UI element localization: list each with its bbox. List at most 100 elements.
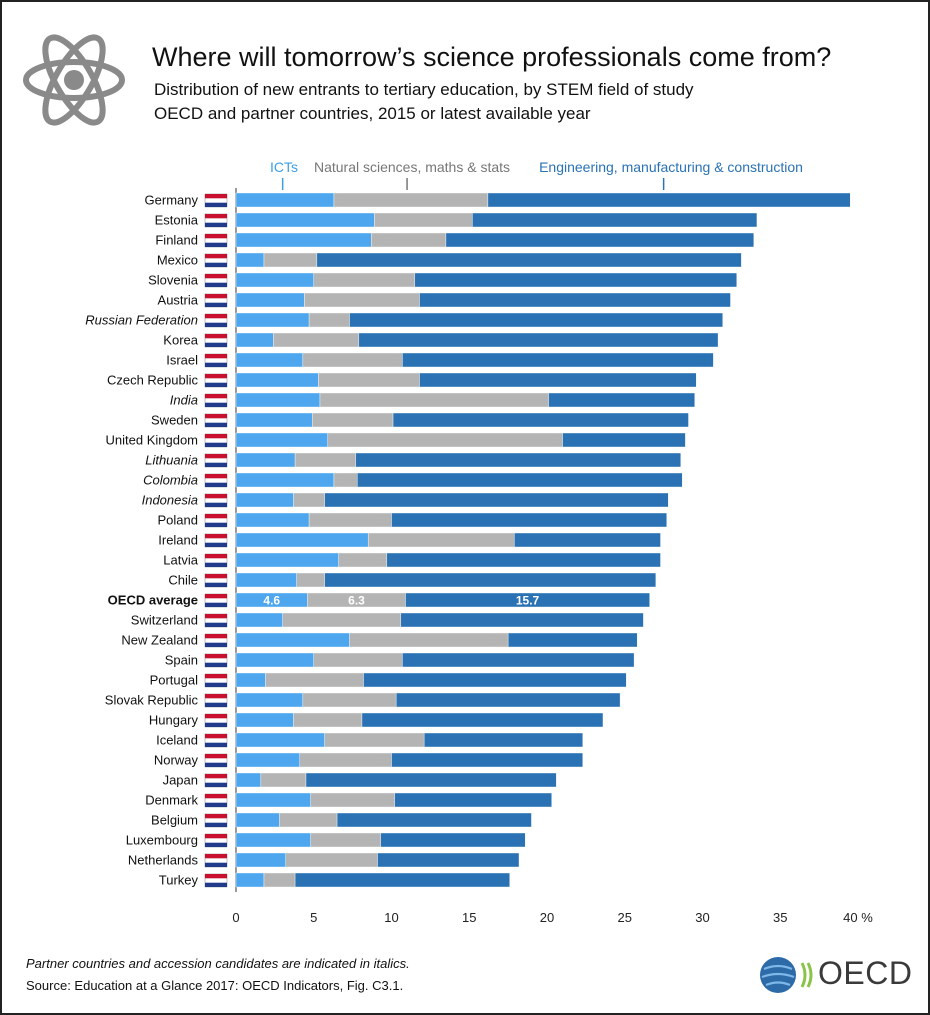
bar-ict bbox=[235, 732, 325, 748]
flag-stripe bbox=[205, 234, 227, 239]
country-label: Portugal bbox=[150, 673, 199, 688]
bar-engineering bbox=[391, 512, 667, 528]
footnote: Partner countries and accession candidat… bbox=[26, 956, 410, 971]
flag-stripe bbox=[205, 254, 227, 259]
flag-stripe bbox=[205, 814, 227, 819]
flag-stripe bbox=[205, 594, 227, 599]
country-label: Russian Federation bbox=[85, 313, 198, 328]
flag-stripe bbox=[205, 862, 227, 867]
flag-stripe bbox=[205, 474, 227, 479]
bar-natural-sciences bbox=[302, 352, 403, 368]
bar-natural-sciences bbox=[311, 412, 394, 428]
stacked-bar-chart: 0 5 10 15 20 25 30 35 40 % ICTs Natural sciences, … bbox=[85, 159, 873, 925]
bar-ict bbox=[235, 272, 314, 288]
bar-ict bbox=[235, 872, 265, 888]
bar-engineering bbox=[316, 252, 742, 268]
country-label: OECD average bbox=[108, 593, 198, 608]
x-tick-label: 40 % bbox=[843, 910, 873, 925]
flag-stripe bbox=[205, 834, 227, 839]
source-note: Source: Education at a Glance 2017: OECD… bbox=[26, 978, 404, 993]
bar-ict bbox=[235, 492, 294, 508]
bar-engineering bbox=[380, 832, 526, 848]
flag-stripe bbox=[205, 542, 227, 547]
flag-stripe bbox=[205, 194, 227, 199]
bar-engineering bbox=[394, 792, 552, 808]
country-label: Japan bbox=[163, 773, 198, 788]
bar-ict bbox=[235, 292, 305, 308]
flag-stripe bbox=[205, 202, 227, 207]
bar-ict bbox=[235, 752, 300, 768]
bar-engineering bbox=[402, 352, 714, 368]
flag-stripe bbox=[205, 654, 227, 659]
flag-stripe bbox=[205, 714, 227, 719]
bar-engineering bbox=[357, 472, 683, 488]
bar-ict bbox=[235, 192, 335, 208]
bar-ict bbox=[235, 412, 313, 428]
bar-ict bbox=[235, 232, 372, 248]
bar-engineering bbox=[487, 192, 851, 208]
country-label: Estonia bbox=[155, 213, 199, 228]
flag-stripe bbox=[205, 802, 227, 807]
country-label: Lithuania bbox=[145, 453, 198, 468]
bar-natural-sciences bbox=[313, 652, 403, 668]
flag-stripe bbox=[205, 262, 227, 267]
flag-stripe bbox=[205, 582, 227, 587]
bar-ict bbox=[235, 812, 280, 828]
bar-engineering bbox=[305, 772, 557, 788]
country-label: Switzerland bbox=[131, 613, 198, 628]
flag-stripe bbox=[205, 574, 227, 579]
bar-natural-sciences bbox=[260, 772, 307, 788]
bar-natural-sciences bbox=[302, 692, 397, 708]
bar-engineering bbox=[414, 272, 737, 288]
bar-ict bbox=[235, 252, 265, 268]
bar-natural-sciences bbox=[327, 432, 563, 448]
bar-engineering bbox=[386, 552, 661, 568]
country-label: Latvia bbox=[163, 553, 198, 568]
country-label: Luxembourg bbox=[126, 833, 198, 848]
flag-stripe bbox=[205, 782, 227, 787]
bar-engineering bbox=[355, 452, 681, 468]
flag-stripe bbox=[205, 722, 227, 727]
bar-natural-sciences bbox=[324, 732, 425, 748]
bar-engineering bbox=[358, 332, 719, 348]
bar-ict bbox=[235, 472, 335, 488]
flag-stripe bbox=[205, 354, 227, 359]
flag-stripe bbox=[205, 214, 227, 219]
bar-natural-sciences bbox=[333, 192, 489, 208]
flag-stripe bbox=[205, 482, 227, 487]
bar-engineering bbox=[423, 732, 583, 748]
bar-natural-sciences bbox=[308, 512, 392, 528]
data-label: 6.3 bbox=[348, 594, 365, 608]
flag-stripe bbox=[205, 734, 227, 739]
bar-natural-sciences bbox=[349, 632, 509, 648]
bar-ict bbox=[235, 432, 328, 448]
flag-stripe bbox=[205, 614, 227, 619]
bar-ict bbox=[235, 692, 304, 708]
atom-icon bbox=[23, 34, 125, 126]
bar-ict bbox=[235, 532, 369, 548]
bar-natural-sciences bbox=[367, 532, 515, 548]
country-label: Austria bbox=[158, 293, 199, 308]
flag-stripe bbox=[205, 454, 227, 459]
bar-engineering bbox=[324, 572, 657, 588]
bar-ict bbox=[235, 372, 319, 388]
x-tick-label: 10 bbox=[384, 910, 398, 925]
bar-ict bbox=[235, 572, 297, 588]
bar-ict bbox=[235, 832, 311, 848]
flag-stripe bbox=[205, 522, 227, 527]
country-label: Hungary bbox=[149, 713, 199, 728]
flag-stripe bbox=[205, 394, 227, 399]
country-label: Sweden bbox=[151, 413, 198, 428]
flag-stripe bbox=[205, 294, 227, 299]
flag-stripe bbox=[205, 794, 227, 799]
bar-ict bbox=[235, 332, 274, 348]
bar-natural-sciences bbox=[338, 552, 388, 568]
bar-ict bbox=[235, 392, 321, 408]
flag-stripe bbox=[205, 534, 227, 539]
bar-natural-sciences bbox=[293, 492, 325, 508]
flag-stripe bbox=[205, 754, 227, 759]
flag-stripe bbox=[205, 302, 227, 307]
bar-engineering bbox=[402, 652, 635, 668]
flag-stripe bbox=[205, 322, 227, 327]
flag-stripe bbox=[205, 422, 227, 427]
